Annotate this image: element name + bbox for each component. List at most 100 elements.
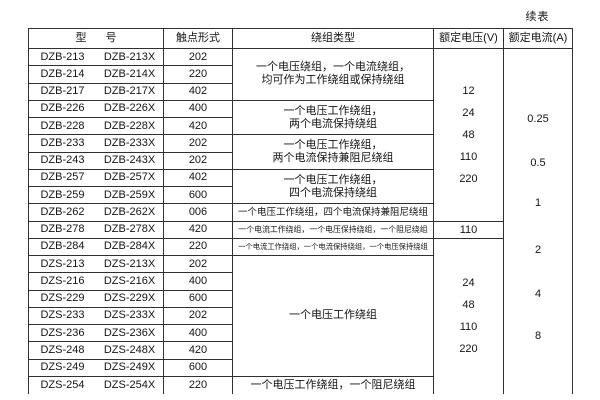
contact-form-cell: 420 [164, 342, 233, 360]
model-cell: DZS-233 DZS-233X [29, 307, 164, 325]
current-value: 0.25 [527, 113, 549, 125]
contact-form-cell: 202 [164, 256, 233, 274]
model-cell: DZB-257 DZB-257X [29, 169, 164, 187]
current-value: 4 [534, 288, 542, 300]
model-variant: DZS-249X [103, 361, 156, 374]
model-cell: DZS-248 DZS-248X [29, 342, 164, 360]
model-cell: DZS-213 DZS-213X [29, 256, 164, 274]
model-primary: DZS-213 [40, 257, 85, 270]
winding-type-line: 均可作为工作绕组或保持绕组 [261, 74, 405, 87]
model-variant: DZS-216X [103, 274, 156, 287]
model-cell: DZS-229 DZS-229X [29, 290, 164, 308]
model-cell: DZB-214 DZB-214X [29, 66, 164, 84]
contact-form-cell: 600 [164, 290, 233, 308]
model-primary: DZB-228 [40, 119, 85, 132]
contact-form-cell: 402 [164, 169, 233, 187]
model-primary: DZB-262 [40, 205, 85, 218]
winding-type-line: 一个电流工作绕组，一个电压保持绕组，一个阻尼绕组 [238, 225, 428, 235]
model-primary: DZS-249 [40, 361, 85, 374]
voltage-value: 220 [459, 343, 478, 356]
contact-form-cell: 400 [164, 100, 233, 118]
model-variant: DZS-236X [103, 326, 156, 339]
winding-type-cell: 一个电压工作绕组， 两个电流保持绕组 [233, 100, 434, 136]
winding-type-cell: 一个电压工作绕组， 两个电流保持兼阻尼绕组 [233, 135, 434, 170]
winding-type-cell: 一个电压工作绕组，四个电流保持兼阻尼绕组 [233, 204, 434, 222]
model-cell: DZS-216 DZS-216X [29, 273, 164, 291]
contact-form-cell: 220 [164, 238, 233, 256]
winding-type-cell: 一个电压工作绕组 [233, 256, 434, 377]
model-variant: DZB-262X [103, 205, 156, 218]
model-variant: DZB-228X [103, 119, 156, 132]
model-primary: DZS-254 [40, 378, 85, 391]
model-variant: DZS-248X [103, 343, 156, 356]
col-header-rated-current: 额定电流(A) [504, 29, 573, 49]
contact-form-cell: 400 [164, 273, 233, 291]
voltage-value: 110 [459, 321, 478, 334]
model-primary: DZB-257 [40, 171, 85, 184]
contact-form-cell: 600 [164, 359, 233, 377]
current-value: 0.5 [530, 157, 546, 169]
model-variant: DZB-233X [103, 136, 156, 149]
model-cell: DZS-249 DZS-249X [29, 359, 164, 377]
rated-current-cell: 0.25 0.5 1 2 4 8 [504, 49, 573, 394]
model-variant: DZS-233X [103, 309, 156, 322]
contact-form-cell: 202 [164, 135, 233, 153]
winding-type-line: 一个电压工作绕组，四个电流保持兼阻尼绕组 [237, 206, 428, 218]
winding-type-line: 一个电压工作绕组， [283, 173, 383, 186]
model-variant: DZB-278X [103, 223, 156, 236]
winding-type-cell: 一个电压工作绕组， 四个电流保持绕组 [233, 169, 434, 205]
model-primary: DZS-248 [40, 343, 85, 356]
voltage-value: 48 [462, 128, 475, 141]
winding-type-line: 一个电压工作绕组 [289, 309, 377, 322]
model-primary: DZS-233 [40, 309, 85, 322]
model-cell: DZB-259 DZB-259X [29, 187, 164, 205]
contact-form-cell: 202 [164, 307, 233, 325]
voltage-value: 48 [462, 299, 475, 312]
rated-voltage-cell: 12 24 48 110 220 [434, 49, 504, 222]
winding-type-line: 一个电压绕组，一个电流绕组， [256, 61, 410, 74]
model-variant: DZS-229X [103, 292, 156, 305]
voltage-value: 24 [462, 277, 475, 290]
contact-form-cell: 402 [164, 83, 233, 101]
current-value: 1 [534, 197, 542, 209]
model-cell: DZB-213 DZB-213X [29, 49, 164, 67]
model-primary: DZB-217 [40, 85, 85, 98]
winding-type-line: 一个电压工作绕组， [283, 139, 383, 151]
rated-voltage-cell: 24 48 110 220 [434, 238, 504, 394]
current-value: 2 [534, 244, 542, 256]
model-cell: DZB-233 DZB-233X [29, 135, 164, 153]
model-variant: DZB-226X [103, 102, 156, 115]
contact-form-cell: 220 [164, 376, 233, 394]
model-primary: DZS-236 [40, 326, 85, 339]
winding-type-cell: 一个电流工作绕组，一个电压保持绕组，一个阻尼绕组 [233, 221, 434, 239]
contact-form-cell: 420 [164, 118, 233, 136]
model-primary: DZB-284 [40, 240, 85, 253]
relay-spec-table: 型 号 触点形式 绕组类型 额定电压(V) 额定电流(A) DZB-213 DZB… [28, 28, 573, 394]
voltage-value: 12 [462, 84, 475, 97]
model-cell: DZB-217 DZB-217X [29, 83, 164, 101]
contact-form-cell: 400 [164, 325, 233, 343]
model-primary: DZB-214 [40, 67, 85, 80]
model-variant: DZB-213X [103, 50, 156, 63]
col-header-contact-form: 触点形式 [164, 29, 233, 49]
model-variant: DZB-243X [103, 154, 156, 167]
model-cell: DZB-262 DZB-262X [29, 204, 164, 222]
model-variant: DZS-254X [103, 378, 156, 391]
model-primary: DZS-216 [40, 274, 85, 287]
model-cell: DZS-236 DZS-236X [29, 325, 164, 343]
model-variant: DZB-284X [103, 240, 156, 253]
winding-type-line: 四个电流保持绕组 [289, 186, 377, 199]
winding-type-line: 两个电流保持兼阻尼绕组 [272, 152, 394, 164]
winding-type-cell: 一个电压工作绕组，一个阻尼绕组 [233, 376, 434, 394]
col-header-rated-voltage: 额定电压(V) [434, 29, 504, 49]
model-cell: DZB-243 DZB-243X [29, 152, 164, 170]
current-value: 8 [534, 330, 542, 342]
model-variant: DZB-257X [103, 171, 156, 184]
model-cell: DZB-278 DZB-278X [29, 221, 164, 239]
model-primary: DZB-243 [40, 154, 85, 167]
contact-form-cell: 600 [164, 187, 233, 205]
winding-type-cell: 一个电压绕组，一个电流绕组， 均可作为工作绕组或保持绕组 [233, 49, 434, 101]
winding-type-cell: 一个电流工作绕组，一个电流保持绕组，一个电压保持绕组 [233, 238, 434, 256]
contact-form-cell: 420 [164, 221, 233, 239]
